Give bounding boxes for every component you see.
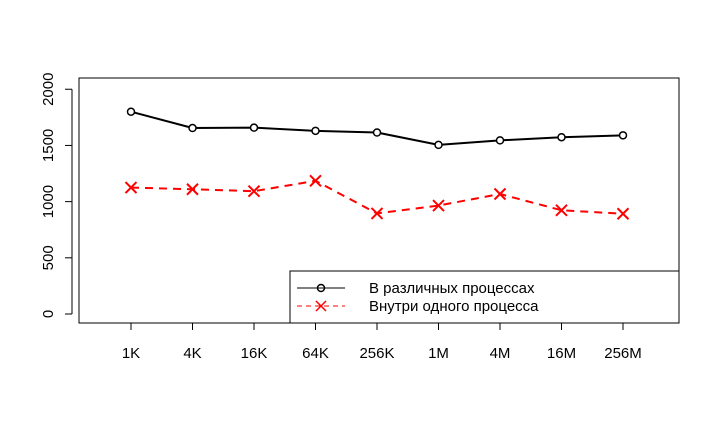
data-point	[311, 126, 320, 136]
x-tick-label: 16M	[547, 345, 576, 362]
y-tick-label: 2000	[40, 73, 57, 106]
data-point	[124, 181, 138, 194]
legend-label-series-1: В различных процессах	[369, 280, 535, 297]
data-point	[186, 183, 199, 196]
data-point	[370, 207, 384, 220]
x-tick-label: 256M	[604, 345, 642, 362]
x-tick-label: 16K	[241, 345, 268, 362]
legend-box	[289, 270, 680, 324]
data-point	[249, 123, 259, 132]
data-point	[432, 199, 445, 212]
data-point	[618, 131, 628, 140]
data-point	[557, 132, 566, 142]
data-point	[493, 187, 507, 201]
data-point	[247, 184, 261, 198]
series-2	[124, 174, 630, 220]
x-tick-label: 64K	[302, 345, 329, 362]
series-line-2	[130, 179, 624, 215]
data-point	[495, 136, 505, 145]
x-tick-label: 1K	[122, 345, 140, 362]
x-axis: 1K 4K 16K 64K 256K 1M 4M 16M 256M	[122, 322, 642, 362]
data-point	[372, 128, 382, 137]
data-point	[309, 174, 322, 188]
legend: В различных процессах Внутри одного проц…	[289, 270, 680, 324]
y-tick-label: 500	[40, 245, 57, 270]
data-point	[616, 207, 630, 220]
legend-entry-series-1: В различных процессах	[297, 280, 535, 297]
x-tick-label: 256K	[359, 345, 394, 362]
x-tick-label: 4M	[490, 345, 511, 362]
y-axis: 0 500 1000 1500 2000	[40, 73, 73, 318]
data-point	[434, 140, 443, 150]
series-1	[126, 107, 628, 150]
x-tick-label: 4K	[183, 345, 201, 362]
x-tick-label: 1M	[428, 345, 449, 362]
data-point	[188, 123, 197, 133]
y-tick-label: 1500	[40, 129, 57, 162]
y-tick-label: 0	[40, 310, 57, 318]
y-tick-label: 1000	[40, 185, 57, 218]
data-point	[126, 107, 136, 116]
legend-entry-series-2: Внутри одного процесса	[297, 298, 539, 315]
legend-label-series-2: Внутри одного процесса	[369, 298, 539, 315]
series-layer	[124, 107, 630, 220]
data-point	[555, 204, 568, 217]
